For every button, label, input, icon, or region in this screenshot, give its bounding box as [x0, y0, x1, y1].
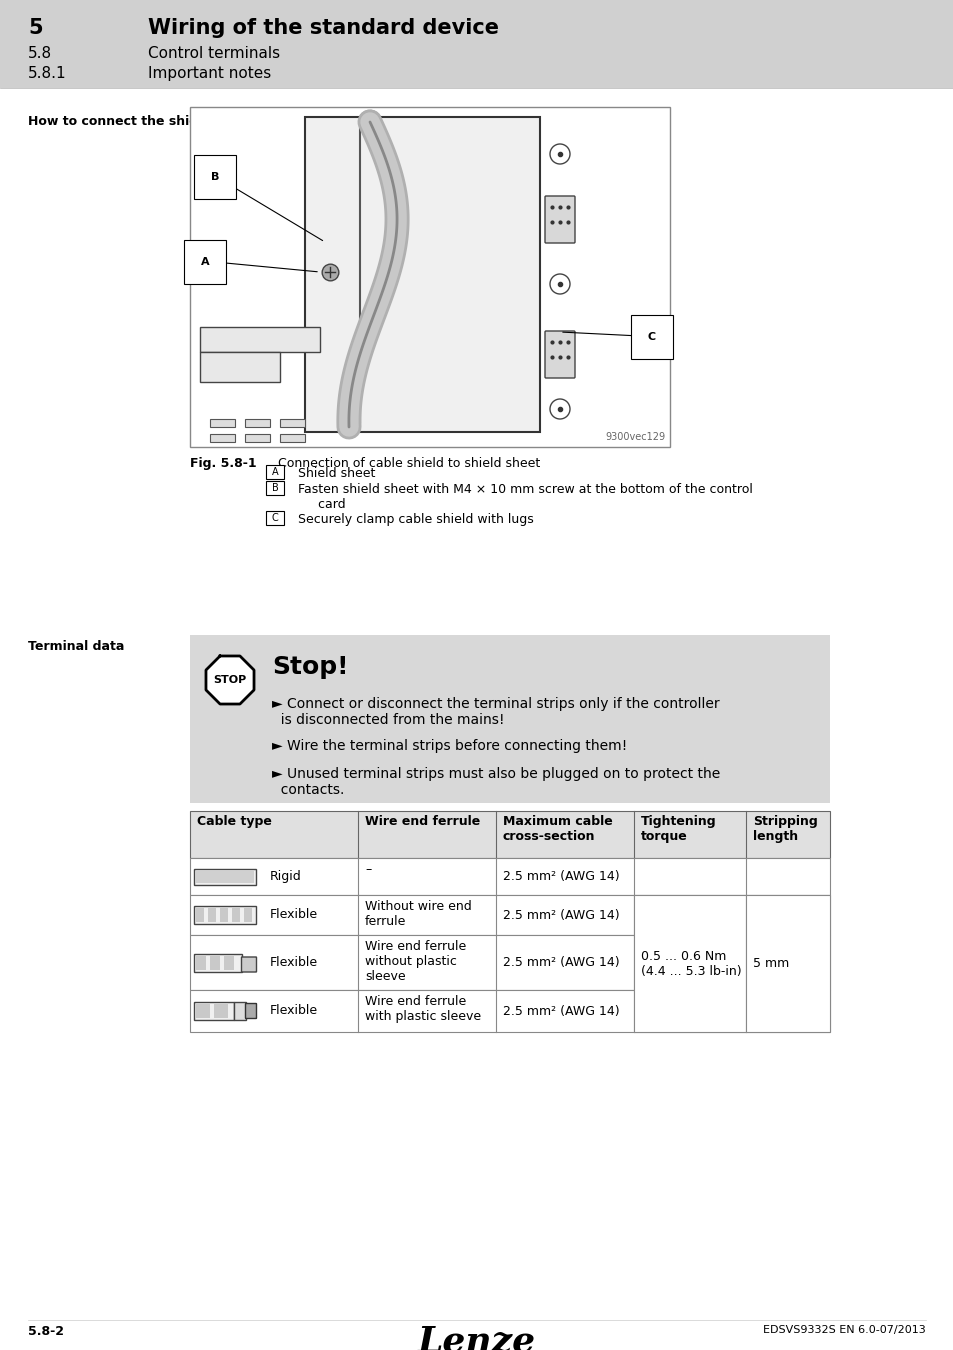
FancyBboxPatch shape — [213, 1004, 228, 1018]
FancyBboxPatch shape — [0, 0, 953, 88]
Text: Rigid: Rigid — [270, 869, 301, 883]
Text: EDSVS9332S EN 6.0-07/2013: EDSVS9332S EN 6.0-07/2013 — [762, 1324, 925, 1335]
FancyBboxPatch shape — [190, 811, 829, 859]
FancyBboxPatch shape — [224, 956, 233, 969]
FancyBboxPatch shape — [190, 990, 829, 1031]
Text: 5: 5 — [28, 18, 43, 38]
Text: 5.8.1: 5.8.1 — [28, 66, 67, 81]
Text: Terminal data: Terminal data — [28, 640, 124, 653]
Text: STOP: STOP — [213, 675, 247, 684]
FancyBboxPatch shape — [233, 1002, 246, 1021]
FancyBboxPatch shape — [195, 909, 204, 922]
FancyBboxPatch shape — [634, 895, 745, 1031]
Text: Securely clamp cable shield with lugs: Securely clamp cable shield with lugs — [297, 513, 533, 526]
Text: 2.5 mm² (AWG 14): 2.5 mm² (AWG 14) — [502, 869, 619, 883]
FancyBboxPatch shape — [241, 957, 256, 972]
FancyBboxPatch shape — [200, 352, 280, 382]
FancyBboxPatch shape — [193, 868, 255, 884]
Text: Without wire end
ferrule: Without wire end ferrule — [365, 900, 471, 927]
Text: 5.8: 5.8 — [28, 46, 52, 61]
Text: 9300vec129: 9300vec129 — [605, 432, 665, 441]
FancyBboxPatch shape — [193, 953, 242, 972]
Polygon shape — [206, 656, 253, 703]
Text: 2.5 mm² (AWG 14): 2.5 mm² (AWG 14) — [502, 956, 619, 969]
FancyBboxPatch shape — [544, 331, 575, 378]
FancyBboxPatch shape — [245, 418, 270, 427]
FancyBboxPatch shape — [200, 327, 319, 352]
Text: Fig. 5.8-1: Fig. 5.8-1 — [190, 458, 256, 470]
Text: Control terminals: Control terminals — [148, 46, 280, 61]
Text: Important notes: Important notes — [148, 66, 271, 81]
Text: A: A — [200, 256, 209, 267]
FancyBboxPatch shape — [266, 512, 284, 525]
Text: Flexible: Flexible — [270, 1004, 317, 1018]
FancyBboxPatch shape — [210, 433, 234, 441]
Text: Lenze: Lenze — [417, 1324, 536, 1350]
FancyBboxPatch shape — [195, 956, 206, 969]
FancyBboxPatch shape — [266, 481, 284, 495]
FancyBboxPatch shape — [190, 859, 829, 895]
Text: Shield sheet: Shield sheet — [297, 467, 375, 481]
Text: ► Unused terminal strips must also be plugged on to protect the
  contacts.: ► Unused terminal strips must also be pl… — [272, 767, 720, 798]
Text: Tightening
torque: Tightening torque — [640, 815, 716, 842]
FancyBboxPatch shape — [195, 871, 253, 883]
Text: How to connect the shield: How to connect the shield — [28, 115, 211, 128]
Text: Connection of cable shield to shield sheet: Connection of cable shield to shield she… — [277, 458, 539, 470]
Text: Wire end ferrule
without plastic
sleeve: Wire end ferrule without plastic sleeve — [365, 940, 466, 983]
FancyBboxPatch shape — [745, 895, 829, 1031]
Text: 2.5 mm² (AWG 14): 2.5 mm² (AWG 14) — [502, 1004, 619, 1018]
FancyBboxPatch shape — [195, 1004, 210, 1018]
FancyBboxPatch shape — [190, 107, 669, 447]
Text: Wiring of the standard device: Wiring of the standard device — [148, 18, 498, 38]
FancyBboxPatch shape — [544, 196, 575, 243]
Text: 5 mm: 5 mm — [752, 957, 788, 971]
Text: ► Wire the terminal strips before connecting them!: ► Wire the terminal strips before connec… — [272, 738, 626, 753]
Text: 5.8-2: 5.8-2 — [28, 1324, 64, 1338]
FancyBboxPatch shape — [210, 956, 220, 969]
FancyBboxPatch shape — [210, 418, 234, 427]
Text: A: A — [272, 467, 278, 477]
FancyBboxPatch shape — [280, 433, 305, 441]
FancyBboxPatch shape — [190, 634, 829, 803]
FancyBboxPatch shape — [190, 936, 829, 990]
FancyBboxPatch shape — [208, 909, 215, 922]
Text: ► Connect or disconnect the terminal strips only if the controller
  is disconne: ► Connect or disconnect the terminal str… — [272, 697, 719, 728]
FancyBboxPatch shape — [305, 117, 539, 432]
Text: Wire end ferrule
with plastic sleeve: Wire end ferrule with plastic sleeve — [365, 995, 480, 1023]
Text: B: B — [211, 171, 219, 182]
Text: –: – — [365, 863, 371, 876]
Text: Flexible: Flexible — [270, 956, 317, 969]
Text: Maximum cable
cross-section: Maximum cable cross-section — [502, 815, 612, 842]
FancyBboxPatch shape — [190, 895, 829, 936]
Text: Flexible: Flexible — [270, 909, 317, 922]
Text: C: C — [272, 513, 278, 522]
FancyBboxPatch shape — [193, 1002, 233, 1021]
FancyBboxPatch shape — [232, 909, 240, 922]
FancyBboxPatch shape — [193, 906, 255, 923]
FancyBboxPatch shape — [220, 909, 228, 922]
FancyBboxPatch shape — [245, 433, 270, 441]
Text: Stripping
length: Stripping length — [752, 815, 817, 842]
Text: Cable type: Cable type — [196, 815, 272, 828]
FancyBboxPatch shape — [245, 1003, 256, 1018]
Text: B: B — [272, 483, 278, 493]
FancyBboxPatch shape — [266, 464, 284, 479]
FancyBboxPatch shape — [280, 418, 305, 427]
Text: Wire end ferrule: Wire end ferrule — [365, 815, 479, 828]
Text: 0.5 ... 0.6 Nm
(4.4 ... 5.3 lb-in): 0.5 ... 0.6 Nm (4.4 ... 5.3 lb-in) — [640, 949, 740, 977]
Text: Stop!: Stop! — [272, 655, 348, 679]
FancyBboxPatch shape — [244, 909, 252, 922]
Text: Fasten shield sheet with M4 × 10 mm screw at the bottom of the control
     card: Fasten shield sheet with M4 × 10 mm scre… — [297, 483, 752, 512]
Text: C: C — [647, 332, 656, 342]
Text: 2.5 mm² (AWG 14): 2.5 mm² (AWG 14) — [502, 909, 619, 922]
